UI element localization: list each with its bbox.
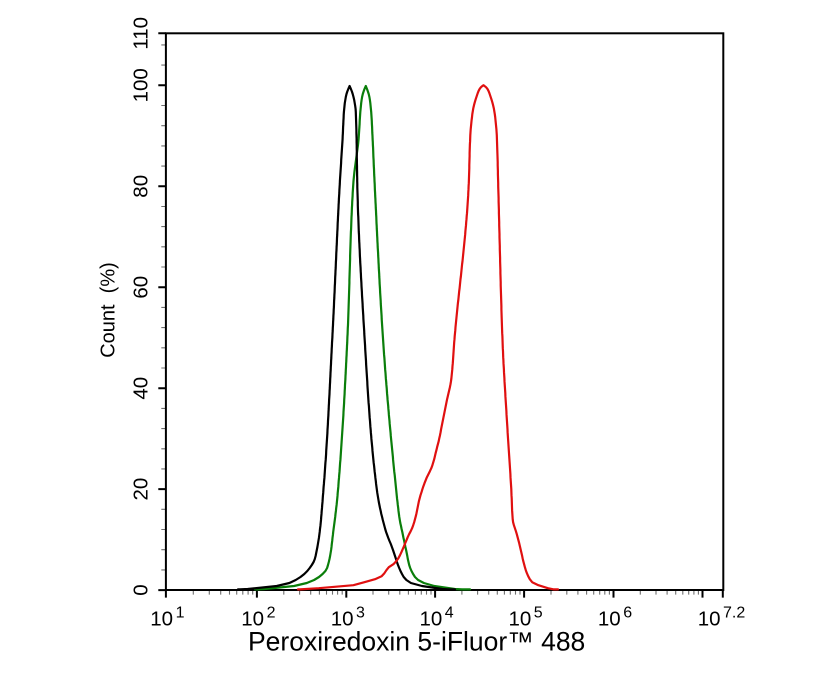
svg-text:0: 0 (130, 584, 153, 595)
svg-text:110: 110 (130, 17, 153, 50)
svg-text:40: 40 (130, 377, 153, 400)
svg-text:60: 60 (130, 276, 153, 299)
svg-text:80: 80 (130, 175, 153, 198)
svg-text:Peroxiredoxin 5-iFluor™ 488: Peroxiredoxin 5-iFluor™ 488 (248, 627, 585, 657)
svg-text:Count (%): Count (%) (98, 262, 120, 358)
svg-text:104: 10 4 (419, 604, 453, 630)
svg-text:20: 20 (130, 478, 153, 501)
svg-text:100: 100 (130, 68, 153, 102)
svg-text:102: 10 2 (241, 604, 275, 630)
